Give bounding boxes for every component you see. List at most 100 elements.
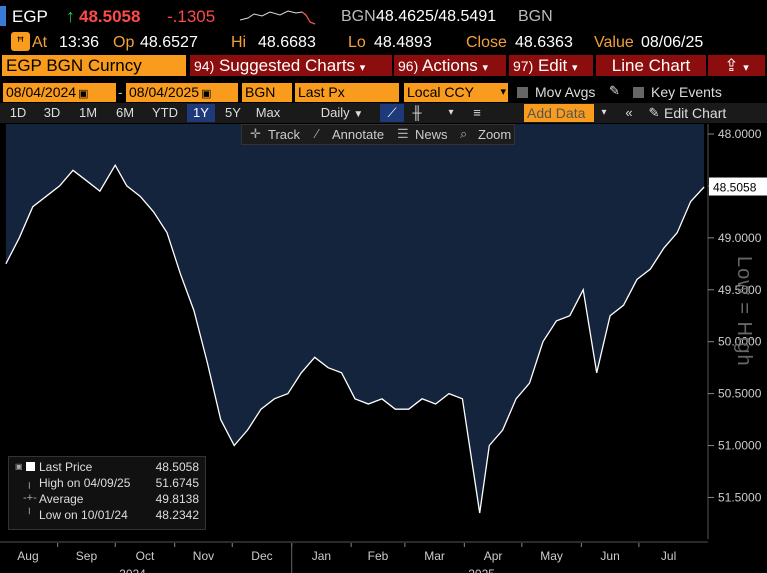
high-value: 48.6683 — [258, 34, 316, 51]
last-price: 48.5058 — [79, 7, 141, 26]
pencil-icon[interactable]: ✎ — [609, 83, 620, 98]
low-label: Lo — [348, 34, 366, 51]
dropdown-arrow-icon: ▾ — [500, 86, 506, 98]
legend-avg-label: Average — [39, 492, 84, 506]
add-data-field[interactable]: Add Data — [524, 104, 594, 122]
collapse-icon[interactable]: « — [625, 105, 633, 120]
chart-subtools: ✛ Track ∕ Annotate ☰ News ⌕ Zoom — [241, 124, 515, 145]
edit-chart-button[interactable]: Edit Chart — [664, 104, 734, 122]
share-icon: ⇪ — [724, 56, 739, 75]
dropdown-arrow-icon[interactable]: ▾ — [601, 107, 607, 118]
legend-toggle-icon[interactable]: ▣ — [15, 462, 23, 471]
dropdown-arrow-icon: ▾ — [743, 62, 749, 74]
chart-legend: ▣ Last Price 48.5058 ╷ High on 04/09/25 … — [8, 456, 206, 530]
dropdown-arrow-icon: ▼ — [353, 109, 364, 120]
y-tick-label: 50.0000 — [718, 335, 762, 349]
legend-avg-value: 49.8138 — [155, 492, 199, 506]
alert-icon[interactable]: ꟸ — [11, 32, 30, 51]
bid-ask: 48.4625/48.5491 — [376, 8, 497, 25]
key-events-checkbox[interactable] — [633, 87, 644, 98]
currency-value: Local CCY — [407, 84, 474, 100]
last-value-tag-label: 48.5058 — [713, 181, 757, 195]
settings-list-icon[interactable]: ≡ — [473, 105, 481, 120]
date-separator: - — [118, 84, 123, 100]
source-field[interactable]: BGN — [242, 83, 292, 102]
suggested-num: 94) — [194, 58, 215, 74]
y-tick-label: 51.0000 — [718, 439, 762, 453]
period-button-1y[interactable]: 1Y — [187, 104, 215, 122]
pencil-icon[interactable]: ✎ — [648, 105, 660, 120]
security-field[interactable]: EGP BGN Curncy — [2, 55, 186, 76]
news-button[interactable]: News — [415, 127, 448, 142]
legend-high-label: High on 04/09/25 — [39, 476, 131, 490]
end-date-field[interactable]: 08/04/2025 ▣ — [126, 83, 238, 102]
period-button-ytd[interactable]: YTD — [152, 105, 178, 120]
zoom-button[interactable]: Zoom — [478, 127, 512, 142]
actions-button[interactable]: 96) Actions ▾ — [394, 55, 506, 76]
legend-last-value: 48.5058 — [155, 460, 199, 474]
crosshair-icon: ✛ — [250, 126, 261, 141]
series-line — [5, 163, 705, 514]
x-tick-label: Jan — [312, 549, 331, 563]
inverted-axis-watermark: Low = High — [733, 256, 755, 367]
edit-button[interactable]: 97) Edit ▾ — [509, 55, 593, 76]
zoom-icon: ⌕ — [460, 126, 468, 141]
frequency-select[interactable]: Daily ▼ — [308, 104, 376, 122]
x-tick-label: Jun — [600, 549, 619, 563]
start-date-field[interactable]: 08/04/2024 ▣ — [3, 83, 116, 102]
ticker-marker — [0, 6, 6, 26]
up-arrow-icon: ↑ — [66, 6, 75, 26]
x-tick-label: May — [540, 549, 563, 563]
security-label: EGP BGN Curncy — [6, 56, 142, 75]
track-button[interactable]: Track — [268, 127, 301, 142]
period-button-3d[interactable]: 3D — [43, 105, 61, 120]
close-label: Close — [466, 34, 507, 51]
period-button-6m[interactable]: 6M — [115, 105, 135, 120]
line-chart-icon[interactable]: ⟋ — [380, 104, 404, 122]
average-marker-icon: -+- — [23, 492, 37, 504]
period-button-1d[interactable]: 1D — [9, 105, 27, 120]
news-icon: ☰ — [397, 126, 409, 141]
period-button-max[interactable]: Max — [255, 105, 281, 120]
y-tick-label: 49.0000 — [718, 231, 762, 245]
legend-low-value: 48.2342 — [155, 508, 199, 522]
last-value-tag — [709, 177, 767, 196]
suggested-charts-button[interactable]: 94) Suggested Charts ▾ — [190, 55, 392, 76]
close-value: 48.6363 — [515, 34, 573, 51]
high-label: Hi — [231, 34, 247, 51]
price-field-select[interactable]: Last Px — [295, 83, 399, 102]
price-field-value: Last Px — [298, 84, 345, 100]
mov-avgs-label: Mov Avgs — [535, 84, 596, 100]
legend-high-value: 51.6745 — [155, 476, 199, 490]
legend-low-label: Low on 10/01/24 — [39, 508, 128, 522]
chart-type-button[interactable]: Line Chart — [596, 55, 706, 76]
plot-area: 48.000048.500049.000049.500050.000050.50… — [0, 124, 767, 573]
y-tick-label: 51.5000 — [718, 490, 762, 504]
frequency-label: Daily — [320, 105, 350, 120]
open-value: 48.6527 — [140, 34, 198, 51]
high-marker-icon: ╷ — [26, 477, 33, 489]
period-button-1m[interactable]: 1M — [78, 105, 98, 120]
annotate-button[interactable]: Annotate — [332, 127, 385, 142]
key-events-label: Key Events — [651, 84, 722, 100]
x-tick-label: Apr — [484, 549, 503, 563]
edit-num: 97) — [513, 58, 534, 74]
period-button-5y[interactable]: 5Y — [225, 105, 241, 120]
value-label: Value — [594, 34, 634, 51]
chart-type-label: Line Chart — [611, 56, 691, 75]
y-tick-label: 49.5000 — [718, 283, 762, 297]
dropdown-arrow-icon[interactable]: ▾ — [448, 107, 454, 118]
currency-select[interactable]: Local CCY ▾ — [404, 83, 508, 102]
dropdown-arrow-icon: ▾ — [482, 62, 489, 74]
edit-chart-label: Edit Chart — [664, 105, 727, 121]
x-tick-label: Dec — [251, 549, 272, 563]
bar-chart-icon[interactable]: ╫ — [412, 105, 422, 120]
open-label: Op — [113, 34, 135, 51]
quote-header: EGP ↑ 48.5058 -.1305 BGN 48.4625/48.5491… — [0, 4, 767, 28]
sparkline-icon — [240, 10, 316, 25]
quote-details: ꟸ At 13:36 Op 48.6527 Hi 48.6683 Lo 48.4… — [0, 30, 767, 54]
x-tick-label: Sep — [76, 549, 98, 563]
share-button[interactable]: ⇪ ▾ — [708, 55, 765, 76]
mov-avgs-checkbox[interactable] — [517, 87, 528, 98]
start-date-value: 08/04/2024 — [6, 84, 77, 100]
